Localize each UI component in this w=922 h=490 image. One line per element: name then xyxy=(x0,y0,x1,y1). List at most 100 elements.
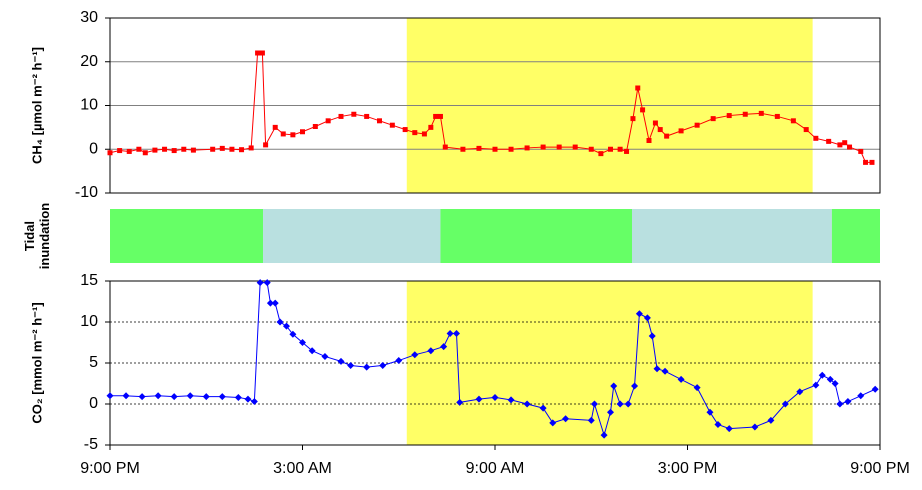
marker xyxy=(803,127,809,133)
marker xyxy=(337,357,345,365)
marker xyxy=(549,419,557,427)
marker xyxy=(433,113,439,119)
marker xyxy=(693,384,701,392)
marker xyxy=(476,145,482,151)
tidal-segment xyxy=(631,209,832,263)
marker xyxy=(646,138,652,143)
marker xyxy=(657,127,663,133)
marker xyxy=(790,118,796,124)
y-tick-label: 15 xyxy=(80,272,98,289)
marker xyxy=(363,363,371,371)
marker xyxy=(377,118,382,124)
marker xyxy=(428,124,434,130)
marker xyxy=(630,116,636,122)
marker xyxy=(635,85,641,91)
marker xyxy=(142,150,148,156)
marker xyxy=(299,339,306,346)
marker xyxy=(442,144,448,150)
marker xyxy=(836,400,844,408)
marker xyxy=(842,140,848,146)
marker xyxy=(706,408,714,416)
marker xyxy=(263,279,271,287)
y-tick-label: -5 xyxy=(84,436,98,453)
marker xyxy=(446,329,454,337)
marker xyxy=(136,146,142,152)
marker xyxy=(280,131,286,137)
marker xyxy=(282,322,290,330)
marker xyxy=(678,128,684,134)
marker xyxy=(395,357,403,365)
marker xyxy=(122,392,130,400)
marker xyxy=(796,388,804,396)
marker xyxy=(774,113,780,119)
marker xyxy=(412,130,418,136)
marker xyxy=(437,113,443,119)
marker xyxy=(652,120,658,126)
x-tick-label: 9:00 PM xyxy=(850,460,910,477)
marker xyxy=(813,135,819,141)
marker xyxy=(847,144,853,150)
marker xyxy=(587,416,595,424)
marker xyxy=(751,423,759,431)
marker xyxy=(826,375,834,383)
tidal-segment xyxy=(831,209,880,263)
marker xyxy=(600,431,608,439)
marker xyxy=(818,371,826,379)
marker xyxy=(402,127,408,133)
marker xyxy=(837,142,843,148)
marker xyxy=(219,145,225,151)
marker xyxy=(758,110,764,116)
marker xyxy=(107,150,113,156)
x-tick-label: 9:00 PM xyxy=(80,460,140,477)
marker xyxy=(338,113,344,119)
x-tick-label: 3:00 AM xyxy=(273,460,332,477)
marker xyxy=(421,131,427,137)
marker xyxy=(427,347,435,355)
marker xyxy=(661,367,669,375)
marker xyxy=(244,395,252,403)
marker xyxy=(229,146,235,152)
marker xyxy=(677,375,685,383)
marker xyxy=(540,144,546,150)
marker xyxy=(491,393,499,401)
marker xyxy=(218,393,226,401)
y-axis-label: CO₂ [mmol m⁻² h⁻¹] xyxy=(29,302,44,423)
marker xyxy=(588,146,594,152)
marker xyxy=(640,107,646,113)
x-tick-label: 3:00 PM xyxy=(658,460,718,477)
marker xyxy=(154,392,162,400)
marker xyxy=(190,147,196,153)
marker xyxy=(643,314,651,322)
marker xyxy=(624,148,630,154)
marker xyxy=(351,111,357,117)
plot-border xyxy=(109,17,881,194)
marker xyxy=(289,330,297,338)
marker xyxy=(202,393,210,401)
marker xyxy=(635,310,643,318)
y-tick-label: 20 xyxy=(80,53,98,70)
marker xyxy=(271,299,279,307)
marker xyxy=(607,408,614,416)
marker xyxy=(138,393,146,401)
marker xyxy=(523,400,531,408)
tidal-segment xyxy=(263,209,441,263)
marker xyxy=(347,361,355,369)
marker xyxy=(321,352,329,360)
marker xyxy=(308,347,316,355)
marker xyxy=(844,398,852,406)
y-axis-label: Tidalinundation xyxy=(22,203,52,269)
marker xyxy=(126,148,132,154)
marker xyxy=(507,396,515,404)
marker xyxy=(857,392,865,400)
marker xyxy=(871,385,879,393)
x-tick-label: 9:00 AM xyxy=(466,460,525,477)
marker xyxy=(255,50,261,56)
marker xyxy=(239,147,245,153)
tidal-segment xyxy=(110,209,264,263)
marker xyxy=(869,159,875,165)
tidal-segment xyxy=(440,209,632,263)
marker xyxy=(312,124,318,129)
marker xyxy=(726,113,732,119)
